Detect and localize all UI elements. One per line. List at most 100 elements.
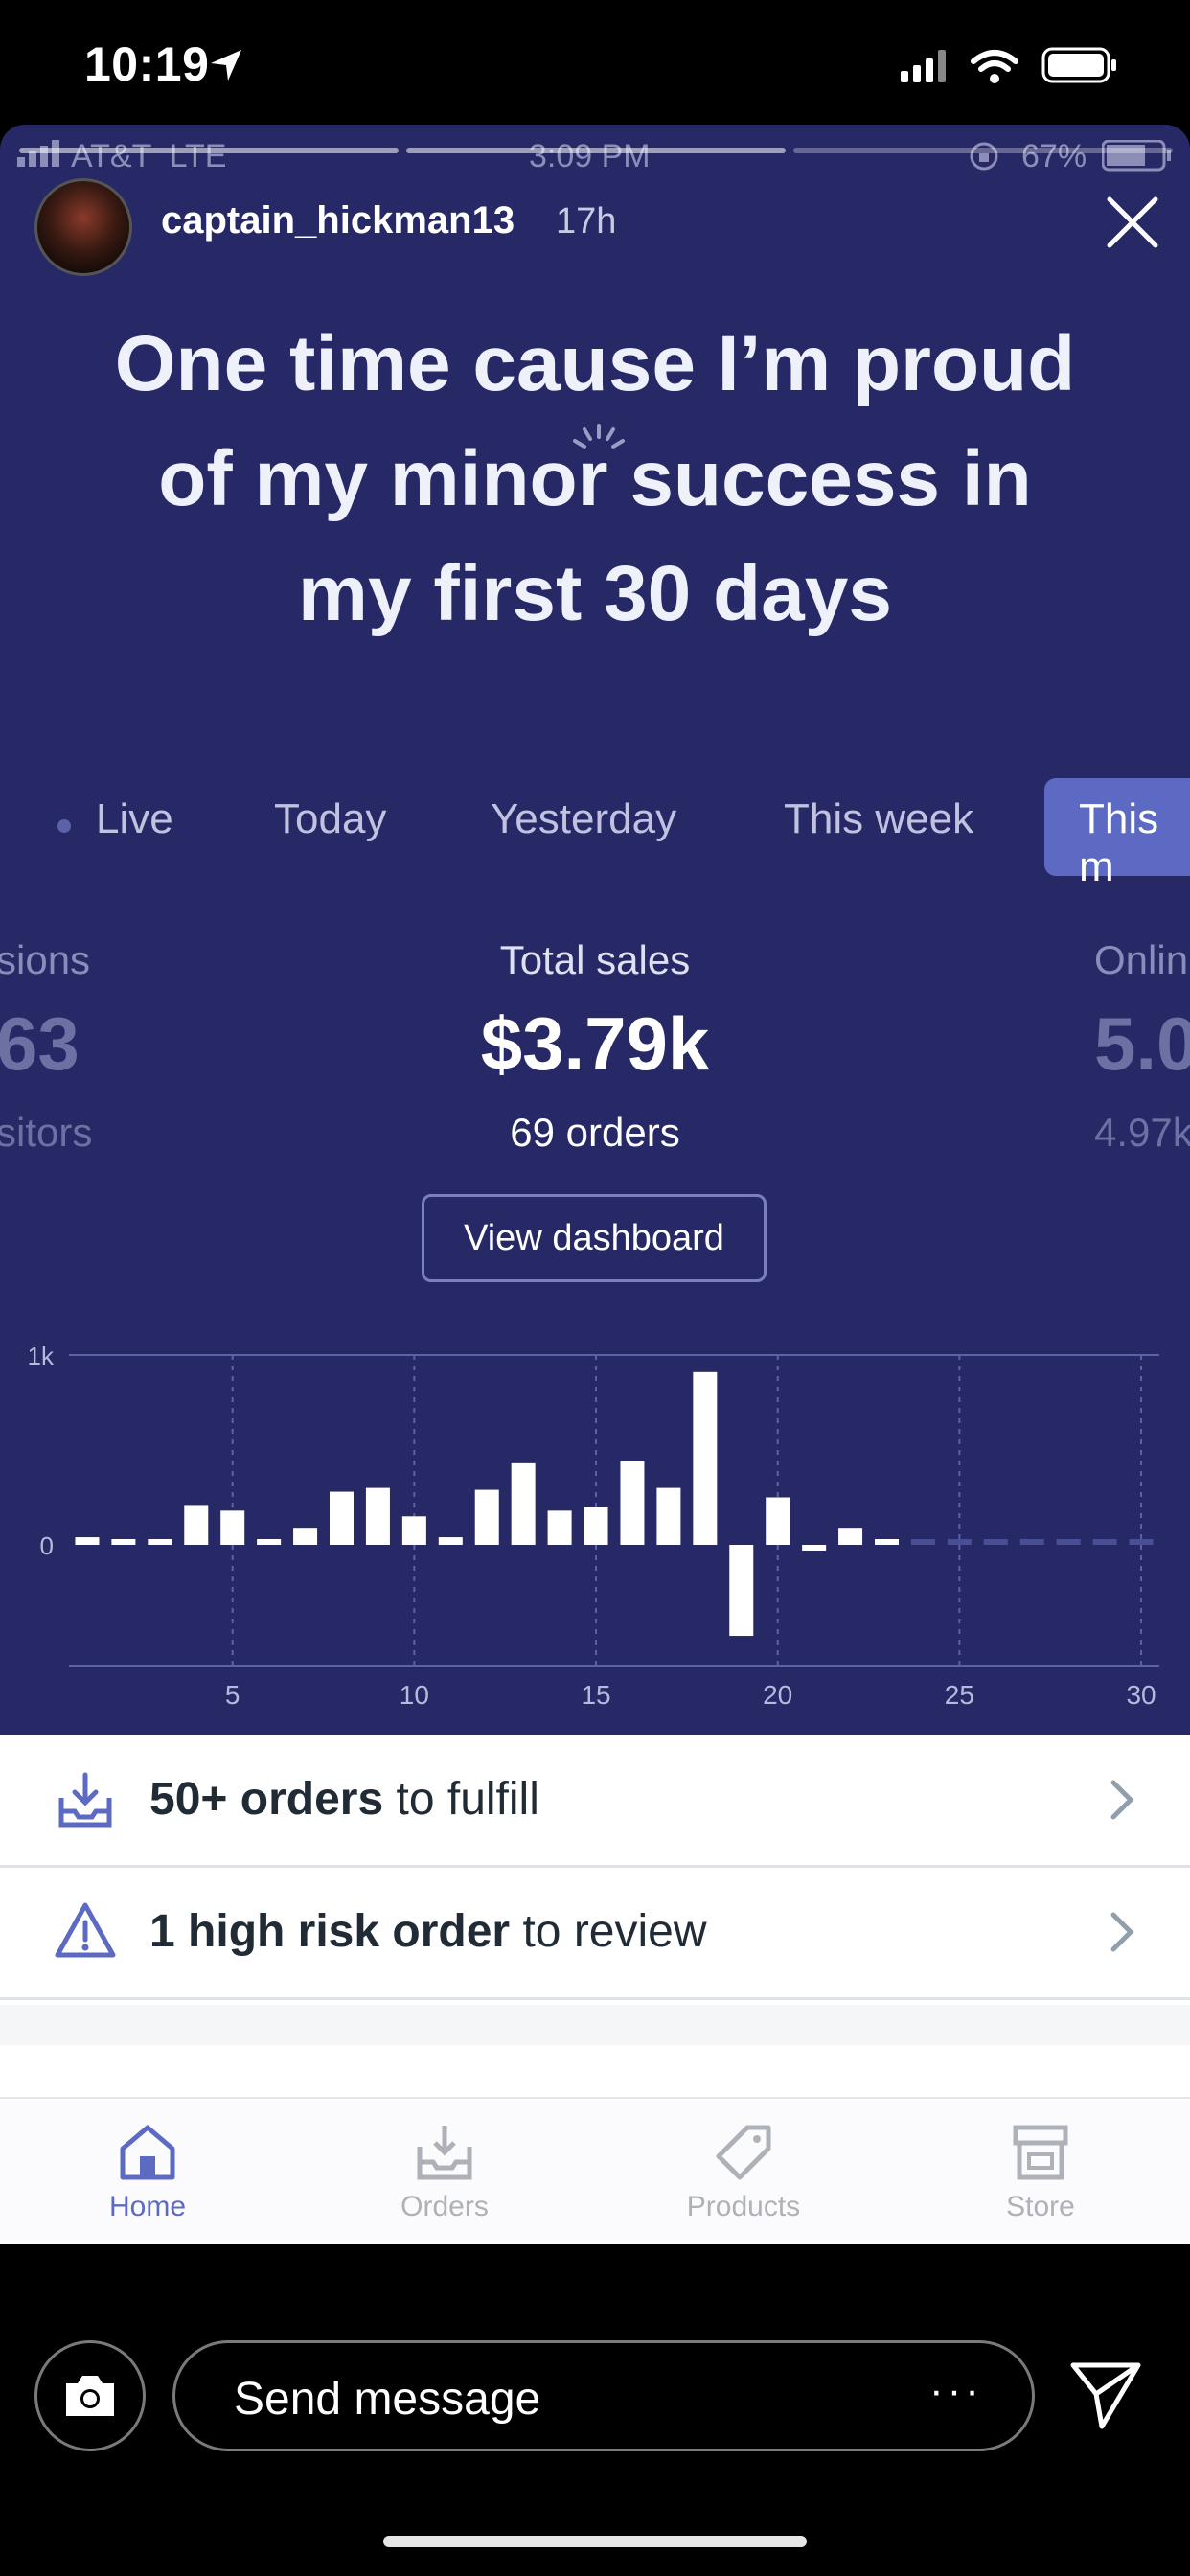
sales-bar-chart: 5 10 15 20 25 30 1k 0 bbox=[28, 1342, 1159, 1710]
chart-bar bbox=[983, 1539, 1008, 1545]
chart-bar bbox=[1019, 1539, 1044, 1545]
view-dashboard-button[interactable]: View dashboard bbox=[422, 1194, 767, 1282]
metric-right-label: Onlin bbox=[1094, 937, 1189, 982]
task-fulfill-bold: 50+ orders bbox=[149, 1774, 384, 1825]
chart-bar bbox=[293, 1528, 318, 1545]
task-row-fulfill[interactable]: 50+ orders to fulfill bbox=[0, 1735, 1190, 1868]
inner-battery-label: 67% bbox=[1021, 138, 1087, 174]
story-progress-1 bbox=[19, 148, 399, 153]
task-row-high-risk[interactable]: 1 high risk order to review bbox=[0, 1867, 1190, 2000]
send-message-placeholder: Send message bbox=[234, 2374, 541, 2425]
chart-bar bbox=[111, 1539, 136, 1545]
location-arrow-icon bbox=[211, 50, 241, 80]
nav-products-label: Products bbox=[686, 2191, 801, 2222]
tab-this-month[interactable] bbox=[1044, 778, 1190, 876]
chart-x-tick-label: 15 bbox=[581, 1680, 610, 1710]
chart-bar bbox=[910, 1539, 935, 1545]
chart-x-tick-label: 20 bbox=[763, 1680, 792, 1710]
chart-bar bbox=[401, 1516, 426, 1545]
nav-store-label: Store bbox=[1006, 2191, 1075, 2222]
tab-today[interactable]: Today bbox=[274, 795, 387, 842]
chart-bar bbox=[766, 1497, 790, 1545]
headline-line-2: of my minor success in bbox=[158, 435, 1032, 522]
inner-battery-icon bbox=[1102, 140, 1171, 172]
chart-bar bbox=[330, 1491, 354, 1545]
orders-icon bbox=[417, 2126, 472, 2180]
chart-bar bbox=[511, 1462, 536, 1545]
tab-yesterday[interactable]: Yesterday bbox=[491, 795, 677, 842]
chart-bar bbox=[838, 1528, 863, 1545]
avatar[interactable] bbox=[34, 178, 132, 276]
chevron-right-icon bbox=[1110, 1780, 1134, 1820]
chart-bar bbox=[693, 1371, 718, 1545]
store-icon bbox=[1013, 2125, 1068, 2180]
chart-x-tick-label: 10 bbox=[400, 1680, 429, 1710]
chart-bar bbox=[1056, 1539, 1081, 1545]
nav-store[interactable]: Store bbox=[926, 2122, 1156, 2223]
tab-this-month-label: This m bbox=[1079, 795, 1159, 890]
live-dot-icon bbox=[57, 819, 71, 833]
status-indicators bbox=[901, 47, 1116, 83]
headline-line-3: my first 30 days bbox=[298, 550, 892, 637]
chart-x-tick-label: 25 bbox=[945, 1680, 974, 1710]
metric-left-sub: sitors bbox=[0, 1110, 93, 1155]
close-icon[interactable] bbox=[1102, 192, 1163, 253]
send-message-input[interactable] bbox=[172, 2340, 1035, 2451]
nav-products[interactable]: Products bbox=[629, 2122, 858, 2223]
inner-status-bar: AT&T LTE 3:09 PM 67% bbox=[0, 126, 1190, 184]
chart-x-tick-label: 5 bbox=[225, 1680, 240, 1710]
nav-orders[interactable]: Orders bbox=[330, 2122, 560, 2223]
signal-icon bbox=[901, 50, 946, 82]
battery-icon bbox=[1041, 47, 1116, 83]
nav-home-label: Home bbox=[108, 2191, 187, 2222]
task-fulfill-rest: to fulfill bbox=[383, 1774, 539, 1825]
task-high-risk-text: 1 high risk order to review bbox=[149, 1905, 707, 1958]
story-progress-3 bbox=[793, 148, 1173, 153]
send-icon[interactable] bbox=[1067, 2359, 1144, 2432]
metric-right-value: 5.0 bbox=[1094, 1001, 1190, 1086]
home-indicator bbox=[383, 2536, 807, 2547]
story-age: 17h bbox=[556, 201, 617, 242]
nav-home[interactable]: Home bbox=[33, 2122, 263, 2223]
chart-bar bbox=[875, 1539, 899, 1545]
wifi-icon bbox=[971, 50, 1018, 83]
chart-bar bbox=[474, 1489, 499, 1545]
tag-icon bbox=[716, 2125, 771, 2180]
story-username[interactable]: captain_hickman13 bbox=[161, 199, 515, 242]
chart-bar bbox=[148, 1539, 172, 1545]
chart-bar bbox=[947, 1539, 972, 1545]
task-high-risk-rest: to review bbox=[510, 1906, 707, 1957]
chart-y-tick-label: 1k bbox=[28, 1342, 55, 1370]
chart-bar bbox=[1129, 1539, 1154, 1545]
orientation-lock-icon bbox=[970, 142, 998, 171]
more-options-icon[interactable]: ··· bbox=[929, 2367, 983, 2414]
metric-total-sales-label: Total sales bbox=[499, 937, 691, 982]
camera-icon bbox=[66, 2376, 114, 2416]
home-icon bbox=[120, 2125, 175, 2180]
tab-live[interactable]: Live bbox=[96, 795, 173, 842]
story-progress-2 bbox=[406, 148, 786, 153]
chart-bar bbox=[1092, 1539, 1117, 1545]
task-fulfill-text: 50+ orders to fulfill bbox=[149, 1773, 539, 1826]
inner-carrier: AT&T LTE bbox=[71, 138, 227, 174]
chart-bar bbox=[620, 1460, 645, 1545]
task-high-risk-bold: 1 high risk order bbox=[149, 1906, 511, 1957]
metric-total-sales-sub: 69 orders bbox=[510, 1110, 680, 1155]
chart-bar bbox=[184, 1505, 209, 1545]
camera-button[interactable] bbox=[34, 2340, 146, 2451]
app-tab-bar: Home Orders Products Store bbox=[0, 2097, 1190, 2244]
chart-bar bbox=[547, 1510, 572, 1545]
chart-bar bbox=[729, 1545, 754, 1637]
chevron-right-icon bbox=[1110, 1912, 1134, 1952]
tab-this-week[interactable]: This week bbox=[784, 795, 974, 842]
metric-total-sales-value: $3.79k bbox=[480, 1001, 710, 1086]
inner-signal-icon bbox=[17, 140, 59, 167]
chart-bar bbox=[584, 1506, 608, 1545]
inbox-icon bbox=[58, 1772, 112, 1828]
status-time: 10:19 bbox=[84, 37, 210, 91]
chart-bar bbox=[656, 1487, 681, 1545]
inner-time: 3:09 PM bbox=[529, 138, 651, 174]
metric-left-value: 63 bbox=[0, 1001, 80, 1086]
headline-line-1: One time cause I’m proud bbox=[114, 320, 1076, 407]
chart-bar bbox=[365, 1487, 390, 1545]
